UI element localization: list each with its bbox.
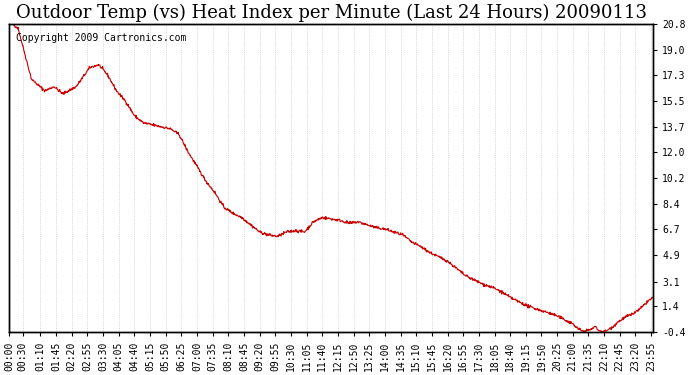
Title: Outdoor Temp (vs) Heat Index per Minute (Last 24 Hours) 20090113: Outdoor Temp (vs) Heat Index per Minute … [16,4,647,22]
Text: Copyright 2009 Cartronics.com: Copyright 2009 Cartronics.com [16,33,186,43]
